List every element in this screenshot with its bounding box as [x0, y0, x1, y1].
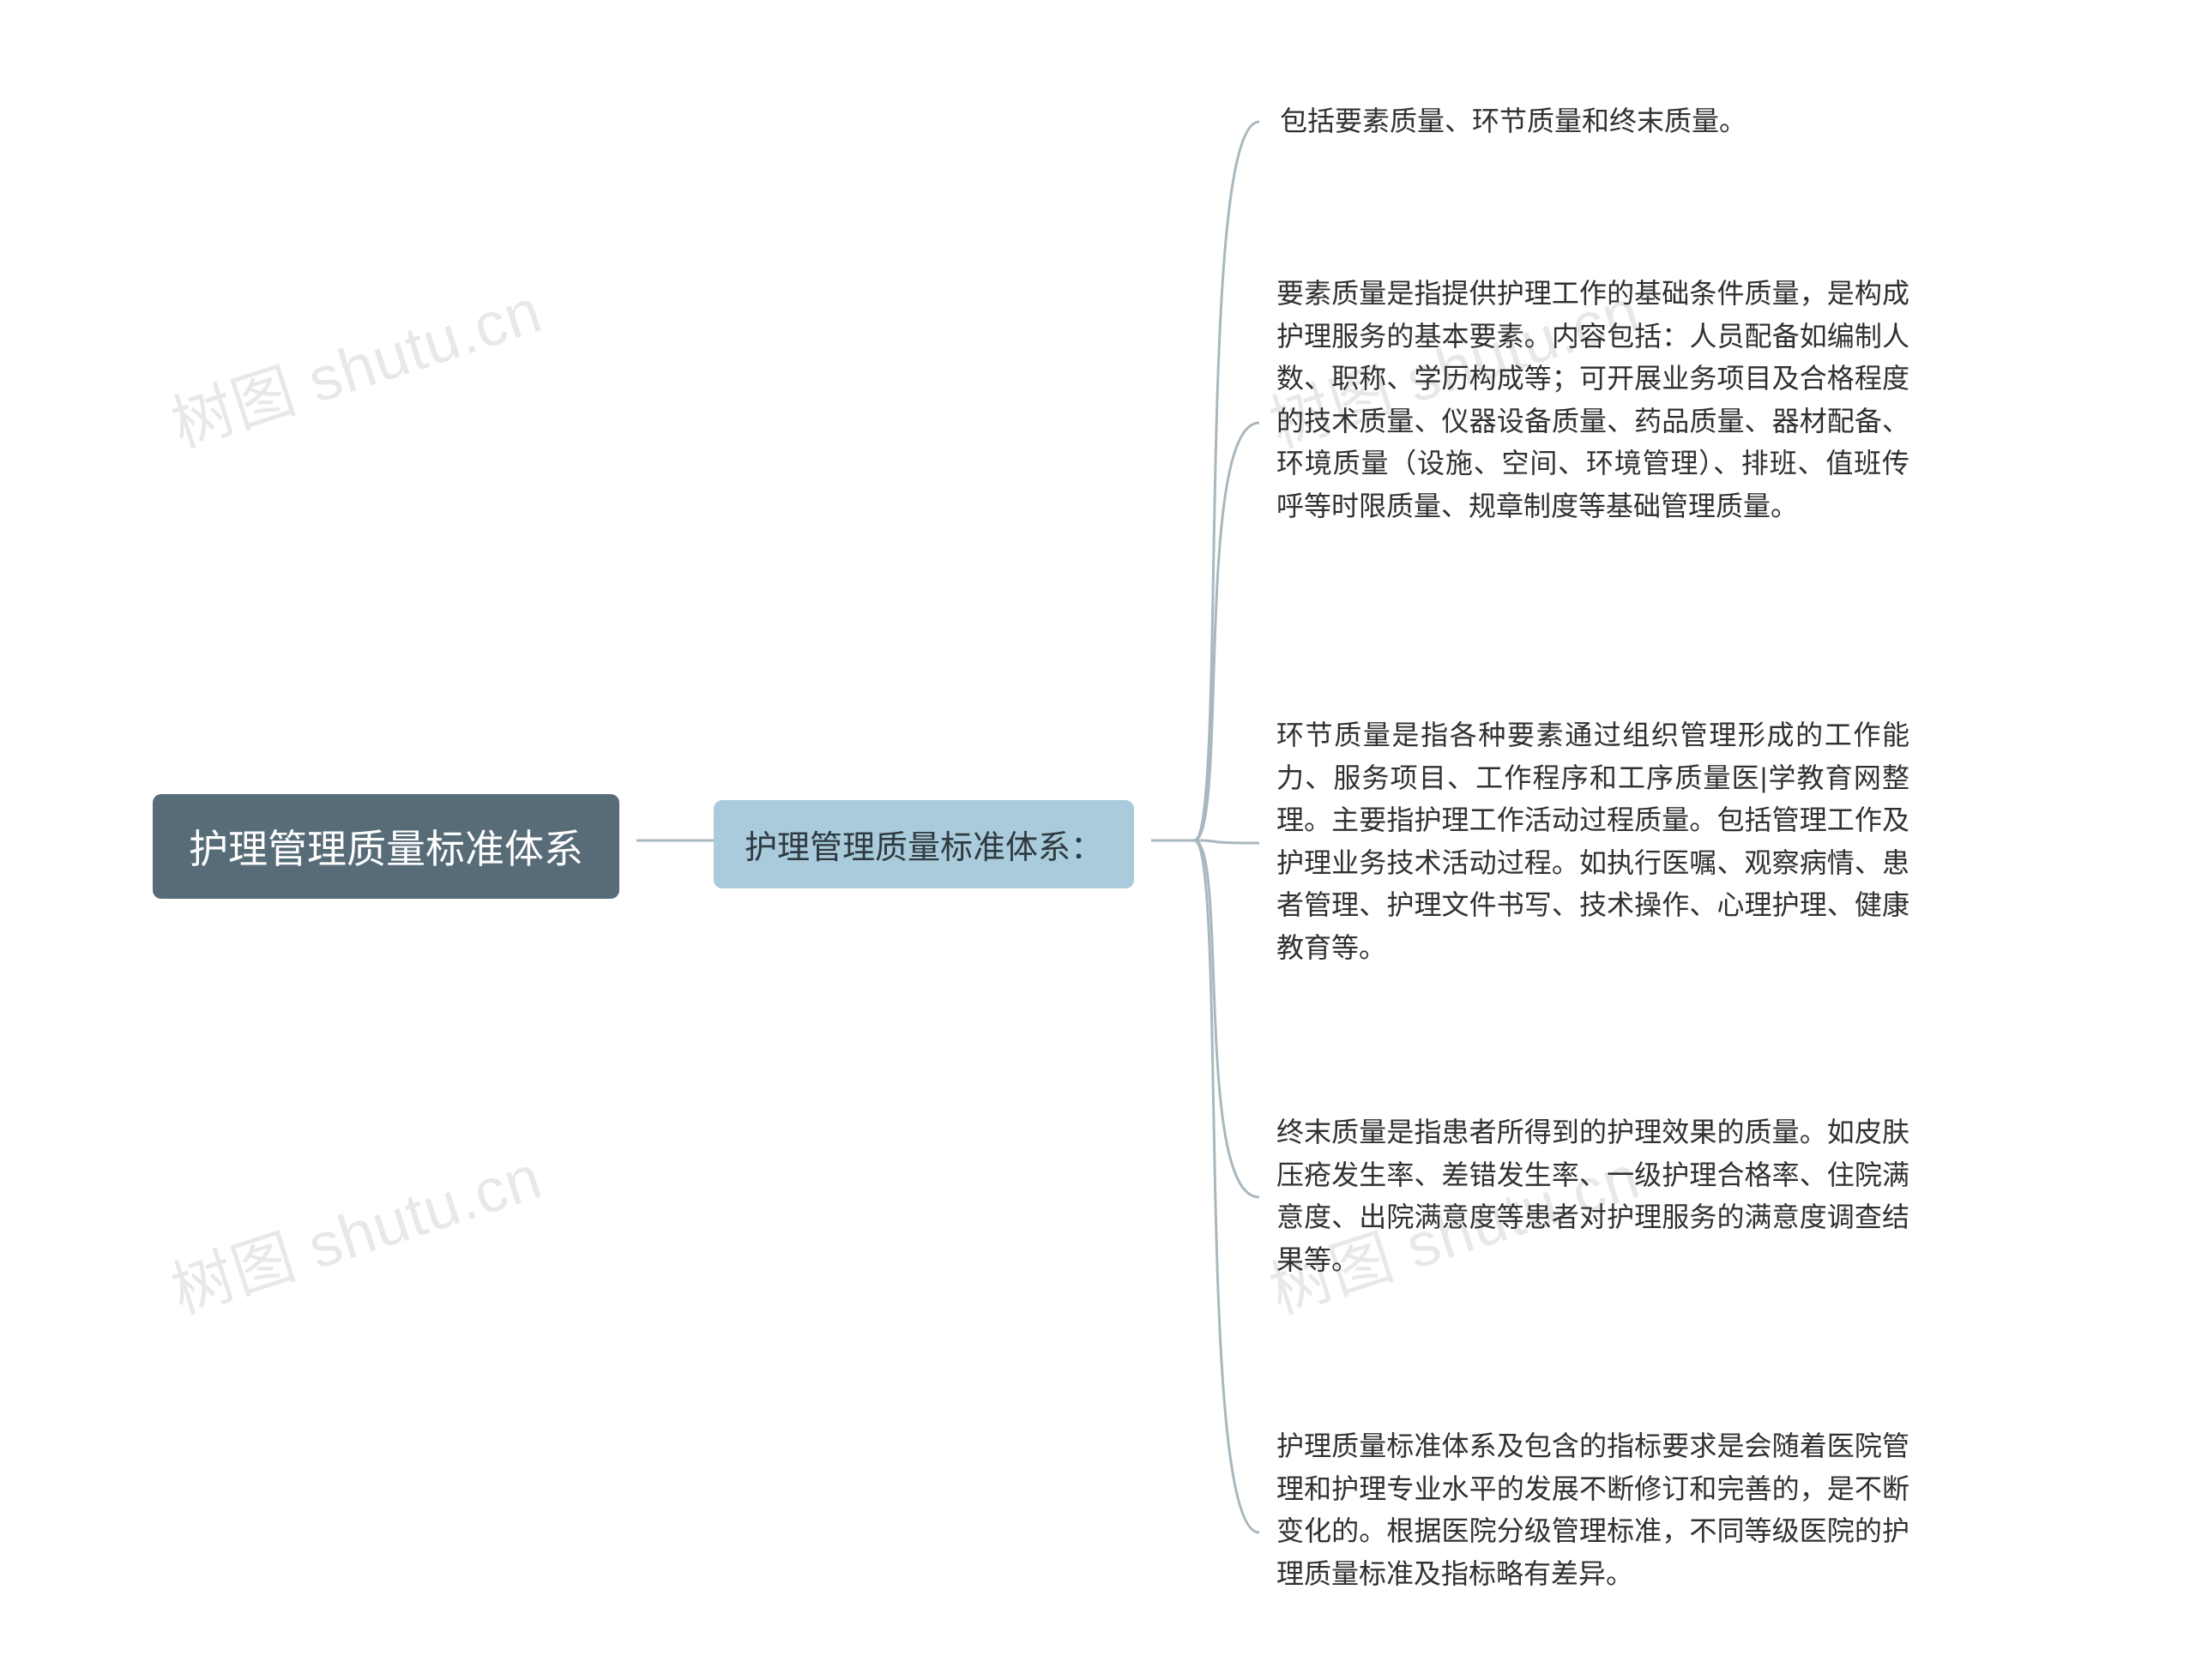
watermark: 树图 shutu.cn: [159, 260, 552, 464]
watermark: 树图 shutu.cn: [159, 1126, 552, 1330]
leaf-node-4[interactable]: 终末质量是指患者所得到的护理效果的质量。如皮肤压疮发生率、差错发生率、一级护理合…: [1276, 1111, 1909, 1281]
branch-node[interactable]: 护理管理质量标准体系：: [714, 800, 1134, 888]
leaf-node-5[interactable]: 护理质量标准体系及包含的指标要求是会随着医院管理和护理专业水平的发展不断修订和完…: [1276, 1425, 1909, 1595]
edge-to-leaf-5: [1194, 840, 1259, 1532]
root-node[interactable]: 护理管理质量标准体系: [153, 794, 619, 899]
edge-to-leaf-3: [1194, 840, 1259, 843]
edge-to-leaf-2: [1194, 423, 1259, 840]
edge-to-leaf-4: [1194, 840, 1259, 1197]
leaf-node-1[interactable]: 包括要素质量、环节质量和终末质量。: [1280, 100, 1747, 143]
leaf-node-3[interactable]: 环节质量是指各种要素通过组织管理形成的工作能力、服务项目、工作程序和工序质量医|…: [1276, 714, 1909, 970]
mindmap-canvas: 树图 shutu.cn 树图 shutu.cn 树图 shutu.cn 树图 s…: [0, 0, 2196, 1680]
edge-to-leaf-1: [1194, 122, 1259, 840]
leaf-node-2[interactable]: 要素质量是指提供护理工作的基础条件质量，是构成护理服务的基本要素。内容包括：人员…: [1276, 273, 1909, 528]
